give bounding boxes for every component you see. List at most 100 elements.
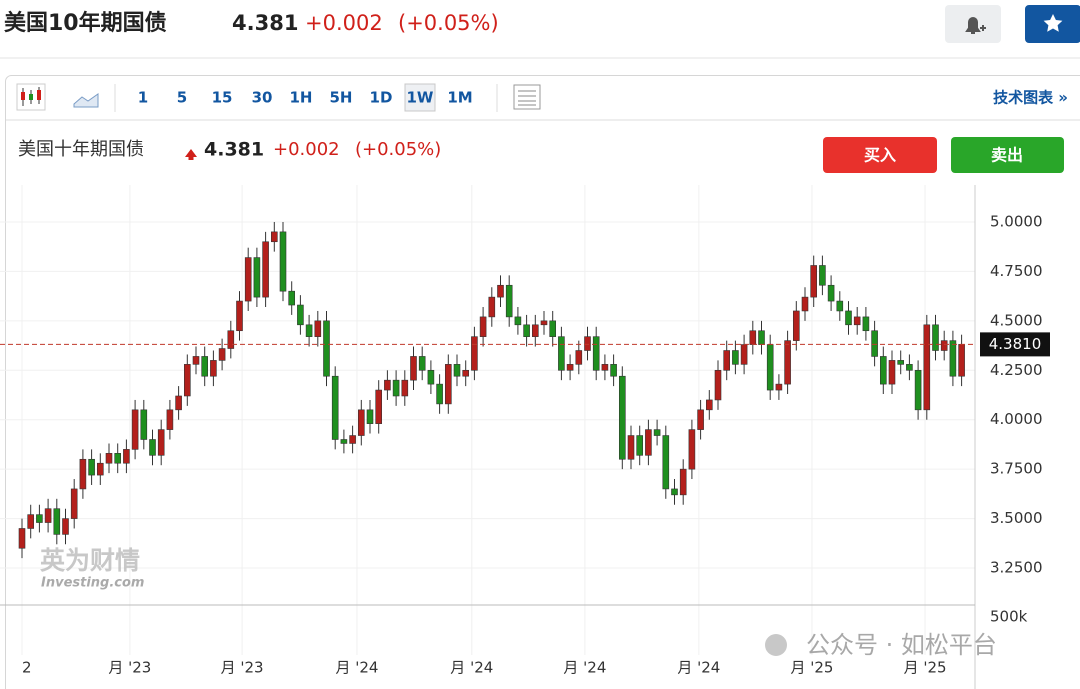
candle-body xyxy=(392,379,400,397)
candle-body xyxy=(410,356,417,381)
candle-body xyxy=(723,350,731,371)
candle-body xyxy=(618,375,626,460)
candle-body xyxy=(305,324,313,337)
candle-body xyxy=(514,316,522,326)
technical-link[interactable]: 技术图表 » xyxy=(993,89,1068,107)
candle-body xyxy=(444,364,452,405)
candle-body xyxy=(523,324,530,337)
candle-body xyxy=(27,514,35,529)
candle-body xyxy=(827,284,835,302)
buy-button[interactable] xyxy=(823,137,937,173)
interval[interactable]: 30 xyxy=(252,89,273,107)
candle-body xyxy=(645,429,652,456)
candle-icon[interactable] xyxy=(16,83,46,111)
area-icon[interactable] xyxy=(73,93,99,108)
candle-body xyxy=(888,360,896,385)
interval[interactable]: 5H xyxy=(330,89,353,107)
candle-body xyxy=(157,429,165,456)
candle-body xyxy=(149,439,156,456)
x-tick-label: 月 '25 xyxy=(904,659,947,677)
candle-body xyxy=(784,340,791,385)
volume-label: 500k xyxy=(990,608,1028,626)
candle-body xyxy=(740,344,748,365)
title: 美国10年期国债 xyxy=(4,10,167,36)
candle-body xyxy=(210,360,217,377)
candle-body xyxy=(436,383,443,405)
candle-body xyxy=(471,336,478,371)
candle-body xyxy=(958,344,965,377)
candle-body xyxy=(349,435,356,444)
interval[interactable]: 1H xyxy=(290,89,313,107)
interval[interactable]: 15 xyxy=(212,89,233,107)
interval[interactable]: 5 xyxy=(177,89,187,107)
interval[interactable]: 1W xyxy=(407,89,434,107)
candle-body xyxy=(671,488,678,496)
candle-body xyxy=(88,458,95,476)
candle-body xyxy=(140,409,148,440)
candle-body xyxy=(949,340,957,377)
plot: 5.0000 4.7500 4.5000 4.2500 4.0000 3.7500 3.50… xyxy=(0,185,1050,689)
candle-body xyxy=(584,336,591,351)
candle-body xyxy=(549,320,557,337)
candle-body xyxy=(810,265,818,298)
active-interval[interactable] xyxy=(404,83,436,112)
candle-body xyxy=(845,310,852,326)
candle-body xyxy=(227,330,235,349)
candle-body xyxy=(914,369,922,411)
price: 4.381 xyxy=(232,11,298,35)
candle-body xyxy=(53,508,61,535)
candle-body xyxy=(270,231,278,243)
candle-body xyxy=(70,488,78,519)
wechat-icon xyxy=(765,634,787,656)
chart-change: +0.002 xyxy=(273,139,340,160)
candle-body xyxy=(131,409,139,450)
candle-body xyxy=(688,429,696,470)
candle-body xyxy=(314,320,322,337)
change-pct: (+0.05%) xyxy=(398,11,499,35)
sell-button[interactable] xyxy=(951,137,1064,173)
x-tick-label: 月 '24 xyxy=(677,659,720,677)
candle-body xyxy=(697,409,704,430)
candle-body xyxy=(758,330,765,345)
candle-body xyxy=(184,364,191,397)
candle-body xyxy=(819,265,826,286)
x-tick-label: 月 '24 xyxy=(563,659,606,677)
interval[interactable]: 1 xyxy=(138,89,148,107)
candle-body xyxy=(566,364,574,371)
candle-body xyxy=(679,468,687,496)
x-tick-label: 2 xyxy=(22,659,32,677)
candle-body xyxy=(488,296,496,318)
watermark-site: Investing.com xyxy=(41,576,144,591)
candle-body xyxy=(923,324,931,411)
candle-body xyxy=(732,350,739,365)
interval[interactable]: 1D xyxy=(370,89,393,107)
candle-body xyxy=(297,304,304,326)
candle-body xyxy=(279,231,287,292)
candle-body xyxy=(262,241,269,298)
candle-body xyxy=(601,364,609,371)
interval[interactable]: 1M xyxy=(447,89,472,107)
candle-body xyxy=(775,383,783,391)
candle-body xyxy=(610,364,617,377)
current-price-box xyxy=(980,332,1050,357)
y-tick-label: 5.0000 xyxy=(990,212,1043,230)
candle-body xyxy=(575,350,583,365)
candle-body xyxy=(427,369,435,385)
up-arrow xyxy=(185,149,197,160)
candle-body xyxy=(384,379,391,391)
x-tick-label: 月 '24 xyxy=(335,659,378,677)
chart-change-pct: (+0.05%) xyxy=(355,139,441,160)
candle-body xyxy=(479,316,487,337)
candle-body xyxy=(558,336,565,371)
candle-body xyxy=(357,409,365,436)
candle-body xyxy=(418,356,426,371)
sell-label[interactable]: 卖出 xyxy=(991,146,1023,165)
candle-body xyxy=(79,458,87,490)
change: +0.002 xyxy=(305,11,383,35)
buy-label[interactable]: 买入 xyxy=(864,146,896,165)
y-tick-label: 4.2500 xyxy=(990,361,1043,379)
candle-body xyxy=(253,257,261,298)
candle-body xyxy=(836,300,844,312)
star-icon xyxy=(1043,14,1063,32)
